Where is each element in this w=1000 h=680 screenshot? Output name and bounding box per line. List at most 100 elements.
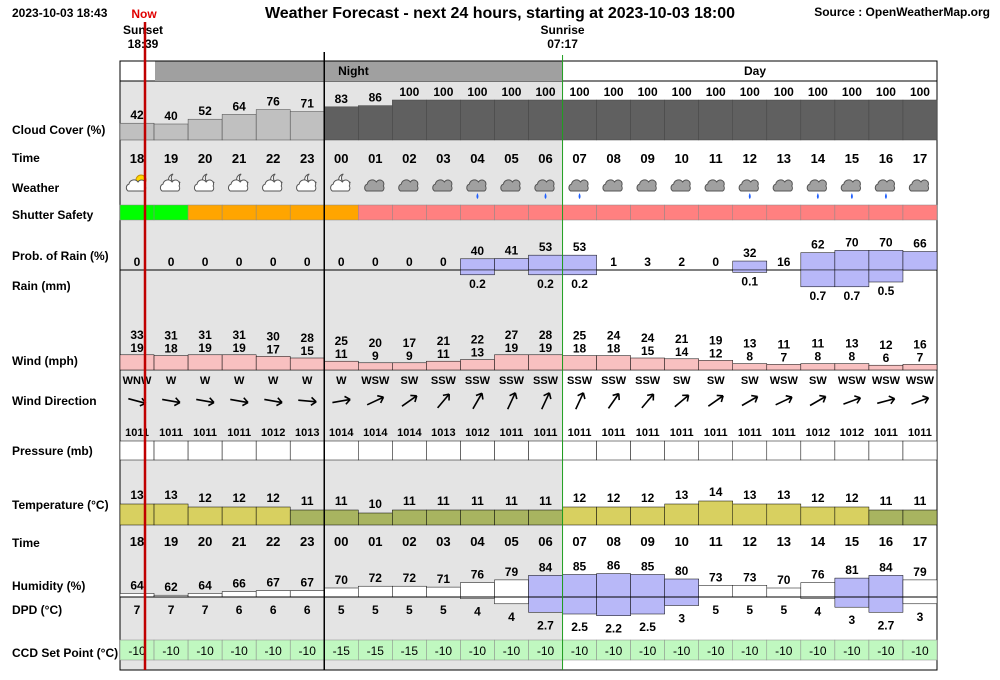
rain-amount-bar xyxy=(562,269,597,276)
pressure-value: 1011 xyxy=(500,427,524,439)
arrow-shaft xyxy=(641,393,655,409)
wind-direction-value: WSW xyxy=(770,375,799,387)
humidity-bar xyxy=(255,590,291,598)
humidity-bar xyxy=(664,578,699,606)
humidity-bar xyxy=(221,591,257,598)
pressure-cell xyxy=(766,440,802,461)
shutter-cell xyxy=(562,204,597,221)
pressure-cell xyxy=(119,440,155,461)
rain-cloud-icon xyxy=(568,179,589,199)
temperature-label: Temperature (°C) xyxy=(12,498,109,512)
cloud-shape xyxy=(806,179,827,192)
time-tick-2: 06 xyxy=(538,534,552,549)
time-tick-2: 19 xyxy=(164,534,178,549)
time-tick: 06 xyxy=(538,151,552,166)
wind-direction-value: W xyxy=(234,375,245,387)
humidity-value: 71 xyxy=(437,572,451,586)
rain-prob-bar xyxy=(460,258,495,271)
arrow-shaft xyxy=(472,392,483,410)
humidity-bar xyxy=(562,574,597,615)
humidity-value: 79 xyxy=(505,565,519,579)
wind-speed-value: 9 xyxy=(372,349,379,363)
wind-speed-value: 19 xyxy=(505,341,519,355)
temperature-bar xyxy=(358,512,393,526)
wind-gust-value: 31 xyxy=(164,329,178,343)
humidity-bar xyxy=(698,585,733,598)
rain-prob-value: 0 xyxy=(134,255,141,269)
humidity-value: 64 xyxy=(198,578,212,592)
pressure-value: 1011 xyxy=(636,427,660,439)
temperature-bar xyxy=(289,509,325,526)
arrow-head xyxy=(543,392,552,400)
pressure-value: 1011 xyxy=(704,427,728,439)
wind-speed-bar xyxy=(800,363,836,371)
wind-gust-value: 33 xyxy=(130,328,144,342)
wind-arrow-icon xyxy=(575,392,586,410)
humidity-value: 73 xyxy=(743,570,757,584)
arrow-shaft xyxy=(162,398,181,404)
wind-arrow-icon xyxy=(506,392,518,410)
ccd-value: -10 xyxy=(571,644,589,658)
wind-gust-value: 31 xyxy=(232,328,246,342)
temperature-value: 13 xyxy=(164,488,178,502)
wind-gust-value: 28 xyxy=(301,331,315,345)
shutter-cell xyxy=(902,204,938,221)
humidity-bar xyxy=(800,582,836,599)
time-tick-2: 22 xyxy=(266,534,280,549)
cloud-shape xyxy=(398,179,419,192)
arrow-shaft xyxy=(366,396,384,406)
wind-gust-value: 11 xyxy=(777,337,790,351)
wind-speed-value: 19 xyxy=(130,341,144,355)
rain-amount-value: 0.1 xyxy=(741,274,758,288)
humidity-bar xyxy=(289,590,325,598)
temperature-bar xyxy=(868,509,904,526)
time-tick: 09 xyxy=(640,151,654,166)
ccd-value: -10 xyxy=(435,644,453,658)
temperature-bar xyxy=(324,509,359,526)
wind-gust-value: 13 xyxy=(743,337,757,351)
dpd-label: DPD (°C) xyxy=(12,603,63,617)
wind-speed-value: 19 xyxy=(232,341,246,355)
temperature-bar xyxy=(153,503,189,526)
time-tick: 12 xyxy=(743,151,757,166)
cloud-bar xyxy=(392,99,427,141)
rain-amount-bar xyxy=(732,269,768,273)
time-tick: 23 xyxy=(300,151,314,166)
wind-arrow-icon xyxy=(809,394,827,407)
pressure-cell xyxy=(392,440,427,461)
dpd-value: 5 xyxy=(372,603,379,617)
wind-speed-bar xyxy=(324,360,359,371)
arrow-head xyxy=(276,397,283,407)
time-tick: 21 xyxy=(232,151,246,166)
humidity-value: 67 xyxy=(267,576,281,590)
arrow-shaft xyxy=(298,399,317,403)
time-tick: 16 xyxy=(879,151,893,166)
arrow-head xyxy=(344,395,351,405)
cloud-shape xyxy=(874,179,896,192)
pressure-cell xyxy=(358,440,393,461)
sunset-time: 18:39 xyxy=(128,37,159,51)
temperature-value: 12 xyxy=(811,491,825,505)
time-tick: 00 xyxy=(334,151,348,166)
raindrop-shape xyxy=(748,193,751,199)
wind-direction-value: W xyxy=(336,375,347,387)
temperature-bar xyxy=(664,503,699,526)
pressure-value: 1012 xyxy=(465,427,489,439)
cloud-icon xyxy=(364,179,385,192)
cloud-bar xyxy=(596,99,631,141)
wind-speed-value: 18 xyxy=(607,342,621,356)
dpd-value: 5 xyxy=(406,603,413,617)
wind-speed-value: 15 xyxy=(641,344,655,358)
wind-direction-value: SSW xyxy=(465,375,491,387)
raindrop-shape xyxy=(476,193,479,199)
humidity-bar xyxy=(528,575,563,613)
cloud-bar xyxy=(153,123,189,141)
arrow-head xyxy=(888,395,896,405)
sunrise-label: Sunrise xyxy=(541,23,585,37)
rain-prob-value: 0 xyxy=(406,255,413,269)
cloud-bar xyxy=(732,99,768,141)
dpd-value: 4 xyxy=(508,610,515,624)
wind-speed-value: 8 xyxy=(746,350,753,364)
wind-direction-value: WSW xyxy=(838,375,867,387)
